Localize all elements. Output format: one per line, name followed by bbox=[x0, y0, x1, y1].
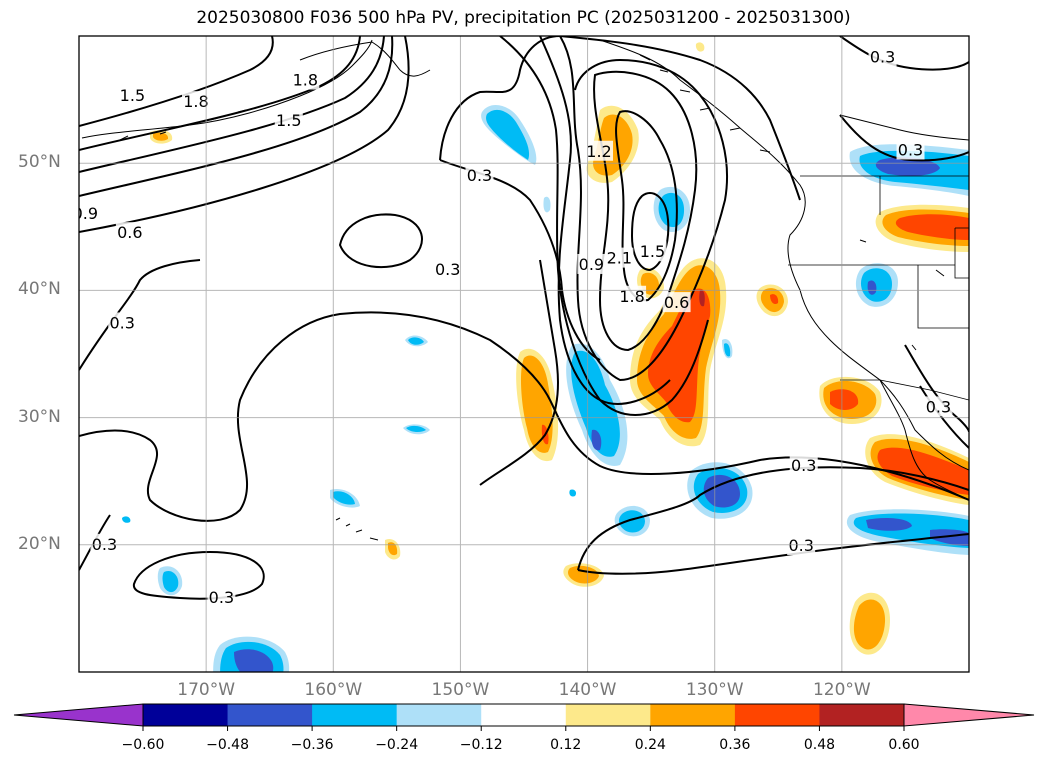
contour-label: 0.3 bbox=[435, 260, 460, 279]
contour-label: 0.6 bbox=[117, 223, 142, 242]
colorbar-box bbox=[734, 704, 820, 726]
contour-label: 0.3 bbox=[209, 588, 234, 607]
colorbar-box bbox=[396, 704, 482, 726]
contour-label-background bbox=[291, 69, 320, 90]
longitude-label: 130°W bbox=[685, 680, 744, 700]
contour-label-background bbox=[638, 241, 667, 262]
colorbar-tick-label: 0.60 bbox=[888, 737, 920, 753]
longitude-label: 170°W bbox=[177, 680, 236, 700]
contour-labels: 1.5 1.81.81.50.90.60.30.30.31.20.9 2.1 1.51… bbox=[73, 46, 953, 608]
colorbar-tick-label: 0.24 bbox=[634, 737, 666, 753]
contour-label: 1.8 bbox=[619, 287, 644, 306]
colorbar-low-extension bbox=[13, 703, 144, 727]
colorbar bbox=[13, 703, 1035, 731]
contour-label-background bbox=[577, 253, 606, 274]
contour-label-background bbox=[662, 292, 691, 313]
borders bbox=[788, 175, 969, 401]
contour-label-background bbox=[207, 587, 236, 608]
contour-label-background bbox=[274, 110, 303, 131]
contour-label-background bbox=[79, 203, 100, 224]
colorbar-high-extension bbox=[903, 703, 1035, 727]
contour-label: 0.3 bbox=[870, 48, 895, 67]
contour-label: 1.8 bbox=[183, 92, 208, 111]
latitude-label: 40°N bbox=[18, 279, 61, 300]
contour-label-background bbox=[789, 454, 818, 475]
contour-label-background bbox=[118, 84, 147, 105]
longitude-label: 120°W bbox=[812, 680, 871, 700]
contour-label: 0.3 bbox=[926, 397, 951, 416]
colorbar-box bbox=[312, 704, 398, 726]
contour-label: 1.8 bbox=[293, 71, 318, 90]
pv-contours bbox=[79, 36, 969, 600]
longitude-label: 140°W bbox=[558, 680, 617, 700]
contour-label-background bbox=[465, 164, 494, 185]
colorbar-frame bbox=[142, 703, 905, 727]
map-title: 2025030800 F036 500 hPa PV, precipitatio… bbox=[196, 8, 851, 28]
contour-label: 1.5 bbox=[120, 86, 145, 105]
colorbar-box bbox=[481, 704, 567, 726]
contour-label: 2.1 bbox=[607, 249, 632, 268]
contour-label: 0.3 bbox=[788, 536, 813, 555]
contour-label: 0.6 bbox=[664, 293, 689, 312]
contour-label: 0.3 bbox=[110, 313, 135, 332]
colorbar-box bbox=[819, 704, 905, 726]
colorbar-tick-label: −0.48 bbox=[206, 737, 249, 753]
colorbar-tick-label: 0.36 bbox=[719, 737, 751, 753]
positive-anomaly-fills bbox=[150, 42, 969, 655]
contour-label-background bbox=[585, 140, 614, 161]
contour-label: 1.5 bbox=[276, 111, 301, 130]
colorbar-tick-label: 0.12 bbox=[550, 737, 582, 753]
contour-label-background bbox=[868, 46, 897, 67]
contour-label-background bbox=[115, 222, 144, 243]
contour-label: 0.3 bbox=[898, 140, 923, 159]
contour-label: 0.9 bbox=[73, 204, 98, 223]
latitude-label: 30°N bbox=[18, 406, 61, 427]
contour-label-background bbox=[433, 259, 462, 280]
colorbar-tick-label: −0.60 bbox=[121, 737, 165, 753]
longitude-label: 160°W bbox=[304, 680, 363, 700]
contour-label-background bbox=[605, 247, 634, 268]
longitude-label: 150°W bbox=[431, 680, 490, 700]
latitude-label: 50°N bbox=[18, 152, 61, 173]
latitude-label: 20°N bbox=[18, 533, 61, 554]
colorbar-box bbox=[143, 704, 229, 726]
colorbar-tick-label: −0.24 bbox=[375, 737, 419, 753]
colorbar-box bbox=[565, 704, 651, 726]
colorbar-tick-label: −0.36 bbox=[290, 737, 334, 753]
colorbar-tick-label: −0.12 bbox=[459, 737, 503, 753]
colorbar-box bbox=[650, 704, 736, 726]
contour-label: 1.5 bbox=[640, 242, 665, 261]
negative-anomaly-fills bbox=[122, 105, 969, 672]
contour-label-background bbox=[896, 139, 925, 160]
colorbar-box bbox=[227, 704, 313, 726]
contour-label-background bbox=[181, 91, 210, 112]
contour-label: 1.2 bbox=[586, 142, 611, 161]
contour-label-background bbox=[90, 533, 119, 554]
colorbar-tick-label: 0.48 bbox=[803, 737, 836, 753]
map-frame bbox=[78, 35, 970, 673]
contour-label-background bbox=[108, 312, 137, 333]
graticule-grid bbox=[79, 36, 969, 672]
contour-label: 0.3 bbox=[467, 166, 492, 185]
contour-label-background bbox=[924, 396, 953, 417]
contour-label: 0.9 bbox=[579, 255, 604, 274]
contour-label: 0.3 bbox=[791, 456, 816, 475]
